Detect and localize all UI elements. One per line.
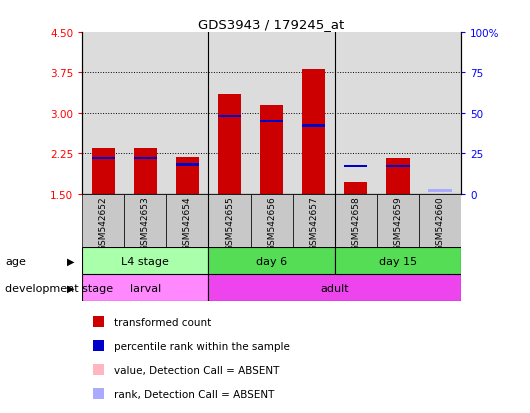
Bar — [208, 275, 461, 301]
Bar — [302, 69, 325, 194]
Bar — [428, 190, 452, 192]
Bar — [386, 159, 410, 194]
Bar — [82, 248, 208, 275]
Bar — [344, 182, 367, 194]
Bar — [260, 120, 283, 123]
Text: GSM542652: GSM542652 — [99, 196, 108, 250]
Text: ▶: ▶ — [67, 256, 74, 266]
Bar — [208, 194, 251, 248]
Bar — [166, 194, 208, 248]
Text: transformed count: transformed count — [114, 317, 211, 327]
Text: GSM542654: GSM542654 — [183, 196, 192, 250]
Text: L4 stage: L4 stage — [121, 256, 169, 266]
Text: day 6: day 6 — [256, 256, 287, 266]
Text: GSM542659: GSM542659 — [393, 196, 402, 250]
Bar — [302, 125, 325, 128]
Text: GSM542653: GSM542653 — [141, 196, 150, 250]
Bar — [82, 194, 124, 248]
Bar — [386, 165, 410, 168]
Text: value, Detection Call = ABSENT: value, Detection Call = ABSENT — [114, 365, 279, 375]
Text: rank, Detection Call = ABSENT: rank, Detection Call = ABSENT — [114, 389, 275, 399]
Bar — [344, 165, 367, 168]
Bar — [260, 106, 283, 194]
Bar — [92, 157, 115, 160]
Text: age: age — [5, 256, 26, 266]
Bar — [176, 164, 199, 166]
Text: larval: larval — [130, 283, 161, 293]
Bar — [124, 194, 166, 248]
Bar — [377, 194, 419, 248]
Bar — [208, 248, 335, 275]
Text: percentile rank within the sample: percentile rank within the sample — [114, 341, 290, 351]
Bar — [335, 194, 377, 248]
Text: GSM542660: GSM542660 — [436, 196, 445, 250]
Text: day 15: day 15 — [379, 256, 417, 266]
Title: GDS3943 / 179245_at: GDS3943 / 179245_at — [199, 17, 344, 31]
Bar — [218, 95, 241, 194]
Text: GSM542656: GSM542656 — [267, 196, 276, 250]
Text: development stage: development stage — [5, 283, 113, 293]
Bar — [419, 194, 461, 248]
Text: adult: adult — [321, 283, 349, 293]
Bar — [92, 149, 115, 194]
Bar — [251, 194, 293, 248]
Text: GSM542655: GSM542655 — [225, 196, 234, 250]
Bar — [293, 194, 335, 248]
Bar — [82, 275, 208, 301]
Bar — [176, 158, 199, 194]
Bar — [335, 248, 461, 275]
Bar — [134, 157, 157, 160]
Text: GSM542658: GSM542658 — [351, 196, 360, 250]
Bar — [218, 116, 241, 118]
Text: GSM542657: GSM542657 — [309, 196, 318, 250]
Bar — [134, 149, 157, 194]
Text: ▶: ▶ — [67, 283, 74, 293]
